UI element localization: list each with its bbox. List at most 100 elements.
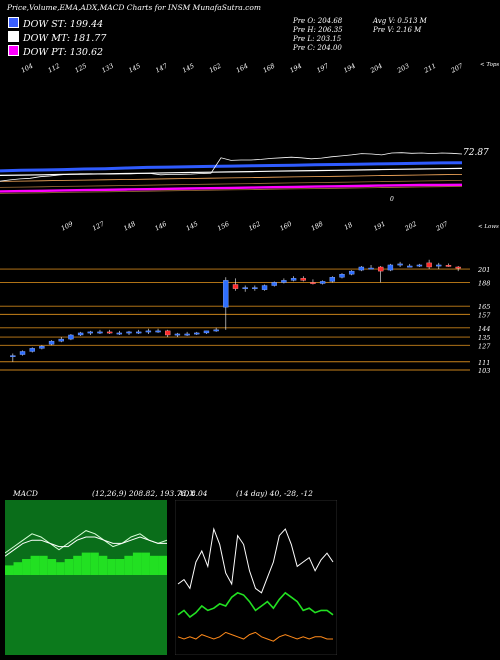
stat-prev-open: Pre O: 204.68 (293, 17, 343, 25)
top-label: 207 (449, 61, 465, 75)
candle-body (58, 338, 64, 342)
adx-panel (175, 500, 337, 655)
top-label: 197 (315, 61, 330, 74)
stat-prev-high: Pre H: 206.35 (293, 26, 343, 34)
macd-histogram-bar (141, 552, 150, 575)
adx-background (175, 500, 337, 655)
candle-body (165, 330, 171, 336)
legend-swatch-mt (8, 31, 19, 42)
candle-body (203, 330, 210, 334)
price-level-label: 111 (478, 359, 490, 367)
ema-line-dow-st (0, 161, 463, 173)
top-label: 162 (208, 62, 223, 75)
top-label: 204 (368, 62, 384, 75)
top-label: 125 (73, 62, 88, 75)
price-level-label: 127 (478, 342, 491, 350)
legend-dow-pt-label: DOW PT: 130.62 (23, 47, 104, 58)
adx-line-minusdi (177, 631, 333, 642)
low-label: 191 (372, 220, 387, 233)
macd-lower-area (5, 575, 167, 655)
top-label: 164 (235, 62, 250, 75)
candle-body (290, 278, 297, 281)
candle-body (436, 264, 442, 267)
candle-body (329, 277, 336, 282)
price-level-label: 135 (478, 334, 490, 342)
macd-histogram-bar (90, 552, 99, 575)
adx-line-plusdi (177, 591, 334, 619)
candle-body (261, 285, 268, 290)
ema-line-dow-pt (0, 183, 463, 193)
candle-body (213, 329, 219, 332)
candle-body (416, 264, 423, 267)
top-label: 194 (288, 62, 303, 75)
candle-body (77, 332, 84, 336)
candle-body (87, 331, 93, 334)
candle-body (194, 332, 200, 335)
macd-histogram-bar (30, 555, 40, 575)
low-label: 156 (216, 220, 231, 233)
candle-body (116, 332, 123, 335)
ema-bundle-line (0, 180, 463, 188)
candle-body (300, 278, 306, 281)
low-label: 146 (153, 220, 168, 233)
candle-body (281, 280, 287, 283)
chart-title: Price,Volume,EMA,ADX,MACD Charts for INS… (7, 3, 261, 12)
macd-histogram-bar (39, 555, 48, 575)
macd-histogram-bar (13, 562, 23, 575)
low-label: 18 (343, 221, 354, 232)
candle-body (97, 331, 103, 334)
candle-body (29, 348, 35, 352)
adx-label: ADX (178, 489, 195, 498)
candle-body (339, 274, 345, 278)
macd-histogram-bar (73, 555, 82, 575)
candle-body (184, 333, 190, 336)
top-label: 203 (395, 62, 411, 75)
top-label: 112 (47, 62, 62, 75)
macd-line-signal (5, 536, 167, 557)
macd-histogram-bar (64, 559, 74, 575)
legend-dow-st: DOW ST: 199.44 (8, 17, 103, 30)
macd-histogram-bar (107, 559, 116, 575)
ema-bundle-line (0, 186, 463, 194)
tops-corner-label: < Tops (480, 62, 499, 68)
macd-histogram-bar (149, 555, 159, 575)
low-label: 188 (310, 220, 325, 233)
low-label: 207 (434, 219, 450, 233)
candle-body (319, 281, 326, 284)
macd-histogram-bar (124, 555, 133, 575)
price-close-line (0, 152, 463, 182)
top-label: 194 (342, 62, 357, 75)
low-label: 148 (122, 220, 137, 233)
lows-corner-label: < Lows (478, 224, 499, 230)
candle-body (407, 265, 413, 268)
candle-body (145, 330, 152, 333)
candle-body (126, 331, 132, 334)
ema-value-label: 72.87 (463, 148, 489, 158)
price-level-label: 103 (478, 367, 490, 375)
candle-body (48, 340, 55, 345)
legend-dow-mt: DOW MT: 181.77 (8, 31, 106, 44)
candle-body (455, 266, 461, 269)
candle-body (348, 270, 355, 275)
price-level-label: 188 (478, 279, 490, 287)
top-label: 145 (181, 62, 196, 75)
price-level-label: 165 (478, 303, 490, 311)
candle-body (310, 282, 316, 284)
stat-prev-close: Pre C: 204.00 (293, 44, 342, 52)
macd-histogram-bar (158, 555, 167, 575)
macd-panel (5, 500, 167, 655)
low-label: 202 (403, 220, 419, 233)
candle-body (368, 267, 374, 270)
low-label: 127 (91, 219, 106, 232)
adx-params: (14 day) 40, -28, -12 (236, 489, 313, 498)
candle-body (155, 330, 161, 333)
macd-histogram-bar (98, 555, 108, 575)
candle-body (252, 287, 258, 290)
macd-label: MACD (13, 489, 38, 498)
macd-histogram-bar (81, 552, 91, 575)
candle-body (39, 346, 45, 349)
top-label: 211 (422, 62, 438, 75)
candle-body (135, 331, 142, 334)
macd-histogram-bar (56, 562, 65, 575)
candle-body (378, 266, 384, 272)
